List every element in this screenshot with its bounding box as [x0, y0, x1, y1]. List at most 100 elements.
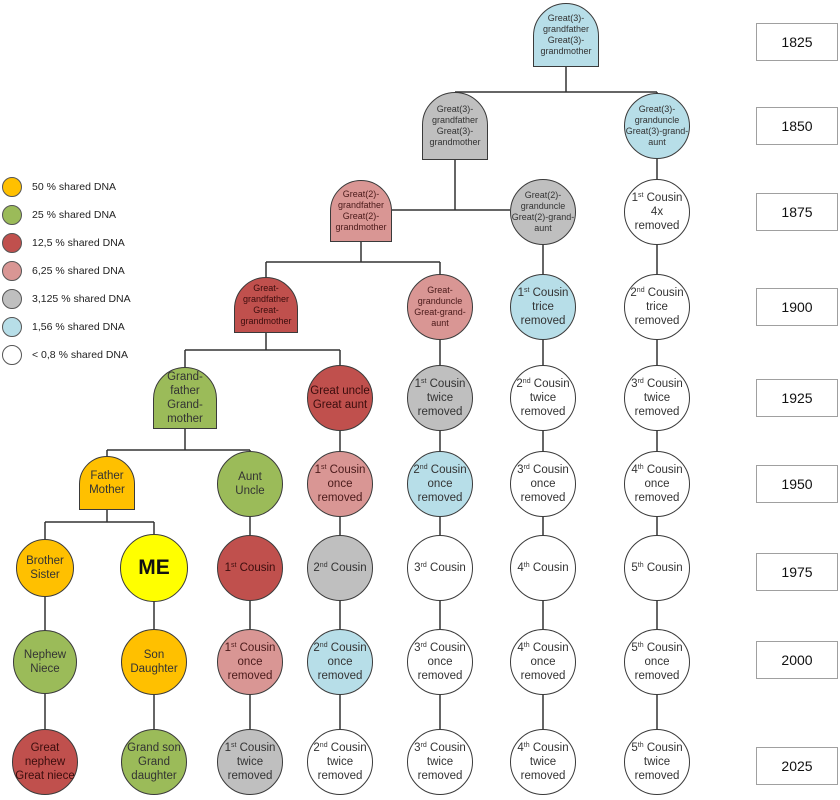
node-label-line: Nephew: [24, 648, 66, 662]
node-label-line: grandfather: [432, 115, 478, 126]
node-label-line: 5th Cousin: [631, 561, 682, 575]
node-gg: Great-grandfather Great-grandmother: [234, 277, 298, 333]
node-label-text: removed: [227, 670, 273, 682]
node-label-line: removed: [418, 669, 463, 683]
legend-label: 12,5 % shared DNA: [32, 237, 125, 249]
node-label-line: 3rd Cousin: [414, 741, 466, 755]
node-label-line: 5th Cousin: [631, 641, 682, 655]
node-label-text: 2: [313, 742, 320, 754]
legend-swatch-icon: [2, 177, 22, 197]
node-label-text: once: [427, 478, 453, 490]
node-parents: Father Mother: [79, 456, 135, 510]
node-label-text: grandfather: [542, 24, 590, 34]
node-label-line: mother: [167, 412, 203, 426]
legend-label: 50 % shared DNA: [32, 181, 117, 193]
node-g3-left: Great(3)- grandfather Great(3)- grandmother: [422, 92, 488, 160]
node-label-line: granduncle: [521, 201, 566, 212]
node-label-text: once: [327, 656, 353, 668]
node-label-line: Great(3)-: [548, 35, 585, 46]
node-label-line: once: [531, 477, 556, 491]
node-label-text: st: [230, 562, 237, 569]
node-label-text: grandfather: [337, 200, 385, 210]
node-label-line: twice: [644, 755, 670, 769]
node-label-text: th: [637, 562, 644, 569]
node-label-text: father: [170, 385, 200, 397]
node-label-text: Grand: [138, 756, 170, 768]
node-g2-uncle: Great(2)- granduncle Great(2)-grand-aunt: [510, 179, 576, 245]
node-label-text: once: [644, 478, 670, 490]
legend-item: 1,56 % shared DNA: [2, 316, 125, 338]
node-c2-3x: 2nd Cousin trice removed: [624, 274, 690, 340]
node-label-text: Father: [90, 470, 124, 482]
node-label-text: once: [327, 478, 353, 490]
node-label-text: 3: [414, 562, 421, 574]
node-label-line: 3rd Cousin: [414, 641, 466, 655]
node-label-line: 1st Cousin: [415, 377, 466, 391]
node-label-line: Great niece: [15, 769, 74, 783]
node-label-text: Great niece: [15, 770, 75, 782]
node-label-line: Son: [144, 648, 164, 662]
node-label-text: 1: [224, 562, 231, 574]
node-label-line: aunt: [431, 318, 449, 329]
node-c3-1x-b: 3rd Cousin once removed: [407, 629, 473, 695]
year-box: 1850: [756, 107, 838, 145]
node-label-text: nd: [319, 562, 328, 569]
node-label-line: Great aunt: [313, 398, 367, 412]
node-label-line: Great(2)-grand-: [512, 212, 575, 223]
node-label-line: 4th Cousin: [517, 561, 568, 575]
node-label-line: once: [428, 655, 453, 669]
node-label-text: th: [637, 742, 644, 749]
node-label-line: grandmother: [335, 222, 386, 233]
node-label-line: removed: [635, 219, 680, 233]
node-label-line: once: [645, 477, 670, 491]
legend-item: 12,5 % shared DNA: [2, 232, 125, 254]
node-label-text: 2: [413, 464, 420, 476]
node-c4-1x-a: 4th Cousin once removed: [624, 451, 690, 517]
node-label-text: removed: [520, 406, 566, 418]
year-box: 2000: [756, 641, 838, 679]
node-label-text: removed: [634, 315, 680, 327]
node-label-line: once: [238, 655, 263, 669]
node-label-text: Cousin: [327, 642, 367, 654]
node-label-line: Niece: [30, 662, 59, 676]
node-label-line: Great(2)-: [343, 189, 380, 200]
node-label-text: Great aunt: [312, 399, 368, 411]
node-label-text: removed: [634, 220, 680, 232]
node-label-text: twice: [326, 756, 354, 768]
node-label-text: removed: [520, 492, 566, 504]
node-c1-2x-b: 1st Cousin twice removed: [217, 729, 283, 795]
node-label-line: removed: [418, 769, 463, 783]
legend-label: 3,125 % shared DNA: [32, 293, 131, 305]
node-label-text: Great(3)-: [547, 13, 585, 23]
legend-swatch-icon: [2, 317, 22, 337]
node-label-text: st: [230, 742, 237, 749]
node-label-text: rd: [420, 642, 427, 649]
node-label-line: Great uncle: [310, 384, 369, 398]
node-c1: 1st Cousin: [217, 535, 283, 601]
node-label-text: Cousin: [643, 562, 683, 574]
node-label-text: rd: [523, 464, 530, 471]
node-label-text: Cousin: [326, 464, 366, 476]
node-label-text: Great(2)-: [342, 189, 380, 199]
node-label-text: Cousin: [529, 287, 569, 299]
node-label-text: Aunt: [238, 471, 262, 483]
node-label-line: Brother: [26, 554, 64, 568]
node-label-text: Cousin: [643, 464, 683, 476]
node-label-line: 1st Cousin: [225, 641, 276, 655]
node-label-line: removed: [635, 405, 680, 419]
node-label-text: removed: [634, 670, 680, 682]
node-label-text: trice: [532, 301, 554, 313]
node-label-line: removed: [521, 491, 566, 505]
node-label-text: 3: [414, 742, 421, 754]
node-label-line: 3rd Cousin: [631, 377, 683, 391]
node-label-line: twice: [327, 755, 353, 769]
node-label-text: twice: [426, 392, 454, 404]
node-label-text: removed: [634, 770, 680, 782]
node-label-line: once: [428, 477, 453, 491]
legend-label: 1,56 % shared DNA: [32, 321, 125, 333]
node-label-text: removed: [634, 406, 680, 418]
node-label-text: Cousin: [529, 464, 569, 476]
node-label-text: Cousin: [426, 642, 466, 654]
node-label-text: aunt: [648, 137, 666, 147]
node-label-text: Great-: [253, 305, 279, 315]
